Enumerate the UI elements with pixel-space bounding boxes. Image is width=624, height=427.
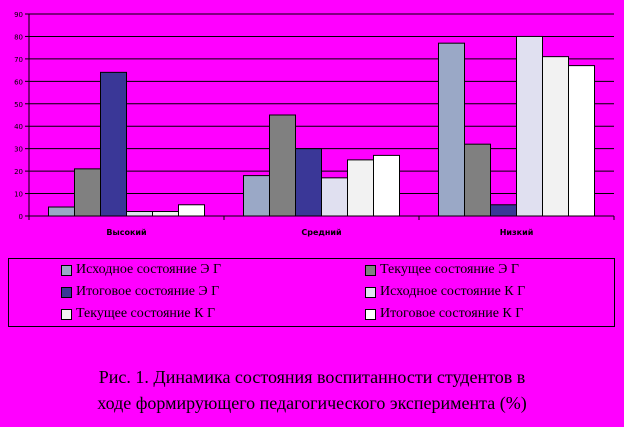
bar <box>347 159 374 217</box>
legend-entry: Исходное состояние К Г <box>365 284 525 300</box>
y-axis-ticks: 0 10 20 30 40 50 60 70 80 90 <box>14 11 29 221</box>
bar <box>438 42 465 217</box>
legend-swatch <box>61 264 72 276</box>
bar <box>269 114 296 217</box>
bar-chart: 0 10 20 30 40 50 60 70 80 90 Высокий Средний Низкий <box>14 11 615 237</box>
legend-swatch <box>61 286 72 298</box>
bars <box>48 35 595 217</box>
y-tick-label: 60 <box>14 78 23 86</box>
figure-caption: Рис. 1. Динамика состояния воспитанности… <box>0 364 624 416</box>
y-tick-label: 40 <box>14 123 23 131</box>
bar <box>48 206 75 217</box>
legend-label: Текущее состояние Э Г <box>380 262 519 277</box>
y-tick-label: 30 <box>14 146 23 154</box>
bar <box>295 148 322 217</box>
legend-swatch <box>365 308 376 320</box>
x-axis-labels: Высокий Средний Низкий <box>106 228 533 237</box>
legend-label: Исходное состояние Э Г <box>76 262 222 277</box>
legend-swatch <box>365 264 376 276</box>
bar <box>568 65 595 217</box>
y-tick-label: 20 <box>14 168 23 176</box>
bar <box>74 168 101 217</box>
bar <box>321 177 348 217</box>
x-tick-label: Высокий <box>106 228 146 237</box>
legend-entry: Исходное состояние Э Г <box>61 262 221 278</box>
legend-swatch <box>61 308 72 320</box>
y-tick-label: 90 <box>14 11 23 19</box>
legend-entry: Текущее состояние К Г <box>61 306 215 322</box>
x-tick-label: Средний <box>301 228 341 237</box>
caption-line-2: ходе формирующего педагогического экспер… <box>97 393 527 413</box>
y-tick-label: 80 <box>14 33 23 41</box>
y-tick-label: 70 <box>14 56 23 64</box>
bar <box>373 154 400 217</box>
legend-label: Исходное состояние К Г <box>380 284 526 299</box>
legend-swatch <box>365 286 376 298</box>
legend-label: Итоговое состояние Э Г <box>76 284 220 299</box>
bar <box>126 211 153 217</box>
bar <box>542 56 569 217</box>
y-tick-label: 50 <box>14 101 23 109</box>
bar <box>243 175 270 217</box>
x-tick-label: Низкий <box>500 228 534 237</box>
bar <box>152 211 179 217</box>
caption-line-1: Рис. 1. Динамика состояния воспитанности… <box>98 367 526 387</box>
bar <box>100 71 127 217</box>
bar <box>464 143 491 217</box>
legend-entry: Текущее состояние Э Г <box>365 262 519 278</box>
legend-label: Итоговое состояние К Г <box>380 306 524 321</box>
y-tick-label: 0 <box>19 213 23 221</box>
bar <box>490 204 517 217</box>
legend-label: Текущее состояние К Г <box>76 306 216 321</box>
axes <box>28 14 615 220</box>
legend-entry: Итоговое состояние К Г <box>365 306 523 322</box>
legend-entry: Итоговое состояние Э Г <box>61 284 219 300</box>
bar <box>516 35 543 217</box>
bar <box>178 204 205 217</box>
legend: Исходное состояние Э Г Текущее состояние … <box>8 258 615 327</box>
y-tick-label: 10 <box>14 191 23 199</box>
